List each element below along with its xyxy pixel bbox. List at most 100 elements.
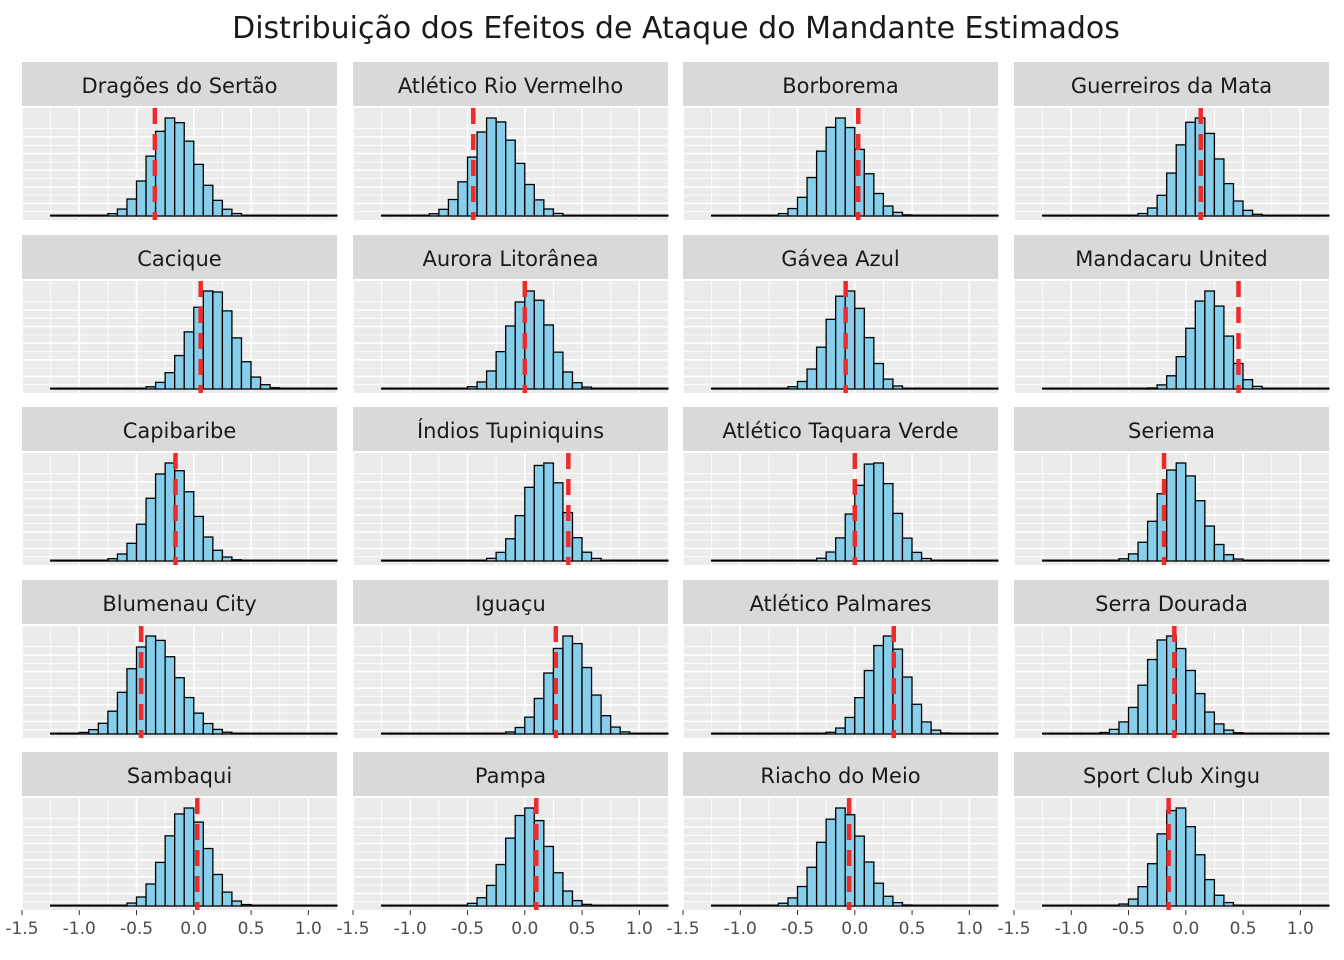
histogram-bar xyxy=(835,807,846,907)
histogram-bar xyxy=(326,387,338,390)
histogram-bar xyxy=(1175,144,1187,217)
x-tick-label: -1.0 xyxy=(63,919,96,939)
facet-strip-label: Atlético Rio Vermelho xyxy=(398,74,623,98)
histogram-bar xyxy=(1118,387,1130,390)
facet-strip-label: Aurora Litorânea xyxy=(422,247,598,271)
histogram-bar xyxy=(428,904,440,907)
histogram-bar xyxy=(447,904,459,907)
histogram-bar xyxy=(863,336,875,390)
x-tick-label: 0.0 xyxy=(511,919,538,939)
histogram-bar xyxy=(939,559,951,562)
facet-strip-label: Blumenau City xyxy=(102,592,256,616)
histogram-bar xyxy=(1270,214,1282,217)
histogram-bar xyxy=(1204,878,1216,907)
histogram-bar xyxy=(959,559,970,562)
histogram-bar xyxy=(1108,559,1120,562)
histogram-bar xyxy=(758,559,770,562)
histogram-bar xyxy=(240,361,252,390)
histogram-bar xyxy=(629,732,640,735)
histogram-bar xyxy=(720,559,732,562)
histogram-bar xyxy=(1261,732,1273,735)
histogram-bar xyxy=(629,559,640,562)
histogram-bar xyxy=(212,728,224,735)
histogram-bar xyxy=(1270,387,1282,390)
facet-panel: Atlético Taquara Verde xyxy=(682,407,999,565)
histogram-bar xyxy=(863,669,875,735)
histogram-bar xyxy=(78,904,90,907)
histogram-bar xyxy=(126,668,138,735)
histogram-bar xyxy=(1261,904,1273,907)
histogram-bar xyxy=(749,559,760,562)
histogram-bar xyxy=(590,904,602,907)
histogram-bar xyxy=(231,900,243,907)
histogram-bar xyxy=(1146,520,1158,562)
histogram-bar xyxy=(1146,658,1158,735)
facet-strip-label: Dragões do Sertão xyxy=(81,74,277,98)
histogram-bar xyxy=(438,387,450,390)
histogram-bar xyxy=(221,310,233,390)
x-tick-label: 1.0 xyxy=(956,919,983,939)
histogram-bar xyxy=(524,183,535,217)
histogram-bar xyxy=(1232,732,1244,735)
histogram-bar xyxy=(600,387,612,390)
histogram-bar xyxy=(1127,898,1139,907)
histogram-bar xyxy=(806,732,818,735)
histogram-bar xyxy=(107,710,119,735)
histogram-bar xyxy=(1041,559,1053,562)
histogram-bar xyxy=(259,732,271,735)
histogram-bar xyxy=(835,537,846,562)
histogram-bar xyxy=(495,863,507,907)
facet-strip xyxy=(683,407,998,451)
histogram-bar xyxy=(400,732,411,735)
histogram-bar xyxy=(844,716,856,735)
histogram-bar xyxy=(1213,723,1225,735)
histogram-bar xyxy=(720,214,732,217)
histogram-bar xyxy=(524,716,535,735)
histogram-bar xyxy=(1080,732,1091,735)
histogram-bar xyxy=(1251,904,1263,907)
histogram-bar xyxy=(571,642,583,735)
histogram-bar xyxy=(1204,132,1216,217)
histogram-bar xyxy=(288,904,300,907)
histogram-bar xyxy=(524,807,535,907)
histogram-bar xyxy=(609,726,621,735)
histogram-bar xyxy=(959,904,970,907)
histogram-bar xyxy=(409,559,421,562)
histogram-bar xyxy=(1156,833,1168,907)
histogram-bar xyxy=(485,732,497,735)
histogram-bar xyxy=(1099,214,1111,217)
histogram-bar xyxy=(796,732,808,735)
histogram-bar xyxy=(317,904,328,907)
histogram-bar xyxy=(1080,387,1091,390)
histogram-bar xyxy=(854,835,865,907)
facet-strip xyxy=(683,580,998,624)
histogram-bar xyxy=(571,382,583,390)
x-tick-label: 0.0 xyxy=(1172,919,1199,939)
x-tick-label: 1.0 xyxy=(626,919,653,939)
histogram-bar xyxy=(638,387,650,390)
histogram-bar xyxy=(126,902,138,907)
histogram-bar xyxy=(533,199,545,217)
histogram-bar xyxy=(1099,904,1111,907)
histogram-bar xyxy=(1099,731,1111,735)
histogram-bar xyxy=(107,387,119,390)
histogram-bar xyxy=(240,214,252,217)
histogram-bar xyxy=(1041,214,1053,217)
histogram-bar xyxy=(174,122,185,217)
histogram-bar xyxy=(259,384,271,390)
histogram-bar xyxy=(920,904,932,907)
histogram-bar xyxy=(221,891,233,907)
histogram-bar xyxy=(619,559,631,562)
histogram-bar xyxy=(968,559,980,562)
histogram-bar xyxy=(409,732,421,735)
histogram-bar xyxy=(1070,732,1082,735)
histogram-bar xyxy=(901,214,913,217)
histogram-bar xyxy=(1175,647,1187,735)
histogram-bar xyxy=(1251,385,1263,390)
histogram-bar xyxy=(390,904,402,907)
histogram-bar xyxy=(629,387,640,390)
histogram-bar xyxy=(1223,729,1235,735)
x-tick-label: -0.5 xyxy=(1112,919,1145,939)
histogram-bar xyxy=(1270,559,1282,562)
histogram-bar xyxy=(326,559,338,562)
